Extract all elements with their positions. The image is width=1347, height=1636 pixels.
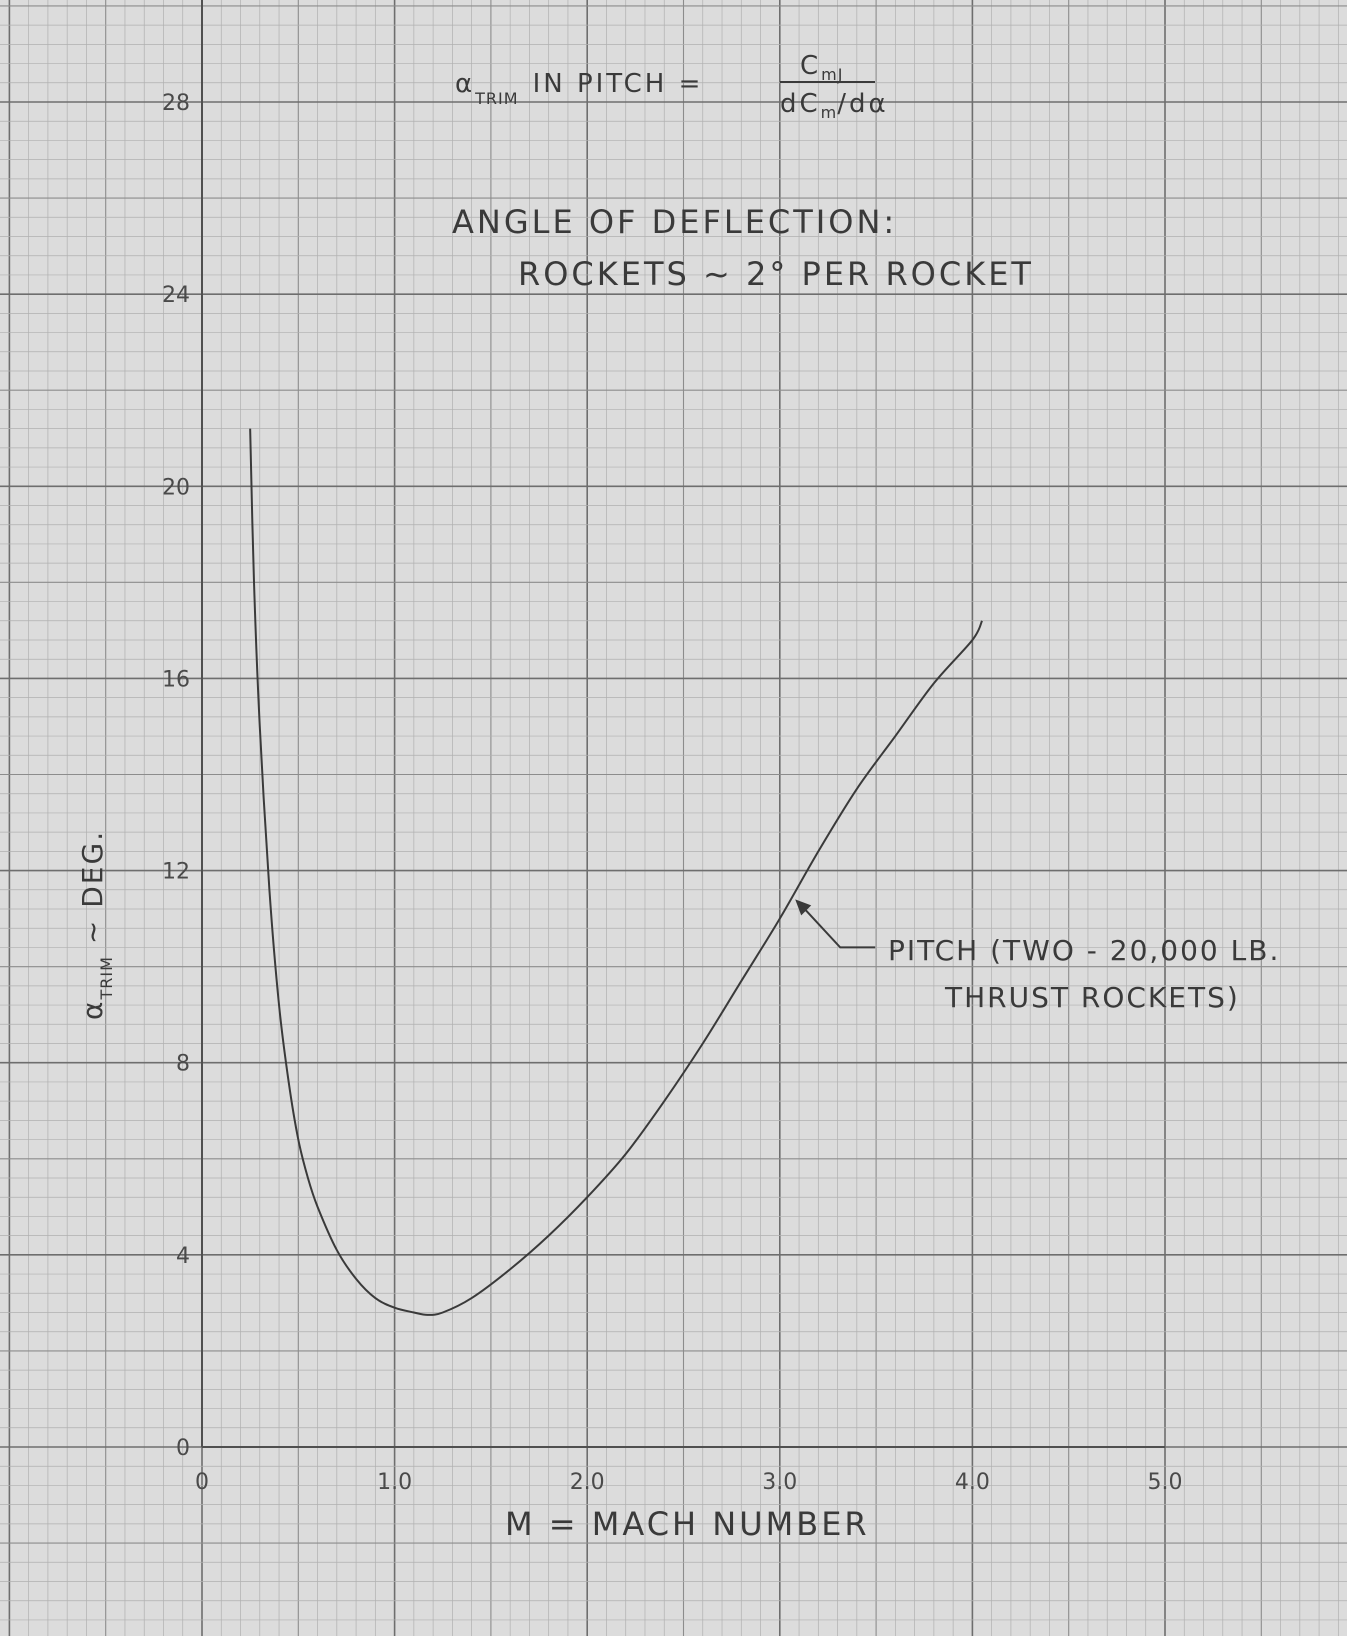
x-tick-label: 1.0 — [377, 1470, 412, 1495]
chart-subtitle: ROCKETS ~ 2° PER ROCKET — [518, 255, 1034, 293]
annotation-arrowhead — [795, 899, 812, 916]
formula-lhs-subscript: TRIM — [474, 89, 518, 108]
y-tick-label: 0 — [176, 1436, 190, 1461]
y-tick-label: 20 — [162, 475, 190, 500]
formula-lhs-symbol: α — [455, 69, 475, 99]
tick-labels: 0 1.0 2.0 3.0 4.0 5.0 0 4 8 12 16 20 24 28 — [162, 91, 1183, 1495]
y-tick-label: 8 — [176, 1052, 190, 1077]
y-label-text: ~ DEG. — [76, 830, 109, 944]
formula-denominator-subscript: m — [821, 103, 838, 122]
formula-numerator-subscript: mJ — [821, 65, 843, 84]
y-tick-label: 16 — [162, 667, 190, 692]
series-line-pitch — [249, 428, 983, 1316]
y-label-subscript: TRIM — [97, 956, 116, 1000]
series-layer — [249, 428, 983, 1316]
series-annotation: PITCH (TWO - 20,000 LB. THRUST ROCKETS) — [795, 899, 1280, 1014]
x-axis-label: M = MACH NUMBER — [505, 1505, 870, 1543]
svg-text:CmJ: CmJ — [800, 51, 843, 84]
x-tick-label: 3.0 — [762, 1470, 797, 1495]
y-axis-label: αTRIM ~ DEG. — [76, 830, 116, 1020]
formula-denominator-tail: /dα — [837, 89, 888, 119]
axes — [201, 0, 1165, 1448]
y-tick-label: 24 — [162, 283, 190, 308]
x-tick-label: 2.0 — [570, 1470, 605, 1495]
annotation-leader-line — [802, 906, 876, 949]
annotation-line-1: PITCH (TWO - 20,000 LB. — [888, 934, 1280, 967]
y-label-symbol: α — [76, 1000, 109, 1020]
svg-text:dCm/dα: dCm/dα — [780, 89, 889, 122]
x-tick-label: 0 — [195, 1470, 209, 1495]
chart-title: ANGLE OF DEFLECTION: — [452, 203, 897, 241]
formula: αTRIM IN PITCH = CmJ dCm/dα — [455, 51, 889, 122]
annotation-line-2: THRUST ROCKETS) — [944, 981, 1240, 1014]
formula-numerator: C — [800, 51, 821, 81]
y-tick-label: 28 — [162, 91, 190, 116]
y-tick-label: 4 — [176, 1244, 190, 1269]
formula-denominator: dC — [780, 89, 821, 119]
x-tick-label: 4.0 — [955, 1470, 990, 1495]
y-tick-label: 12 — [162, 860, 190, 885]
formula-lhs-text: IN PITCH = — [533, 69, 704, 99]
x-tick-label: 5.0 — [1148, 1470, 1183, 1495]
